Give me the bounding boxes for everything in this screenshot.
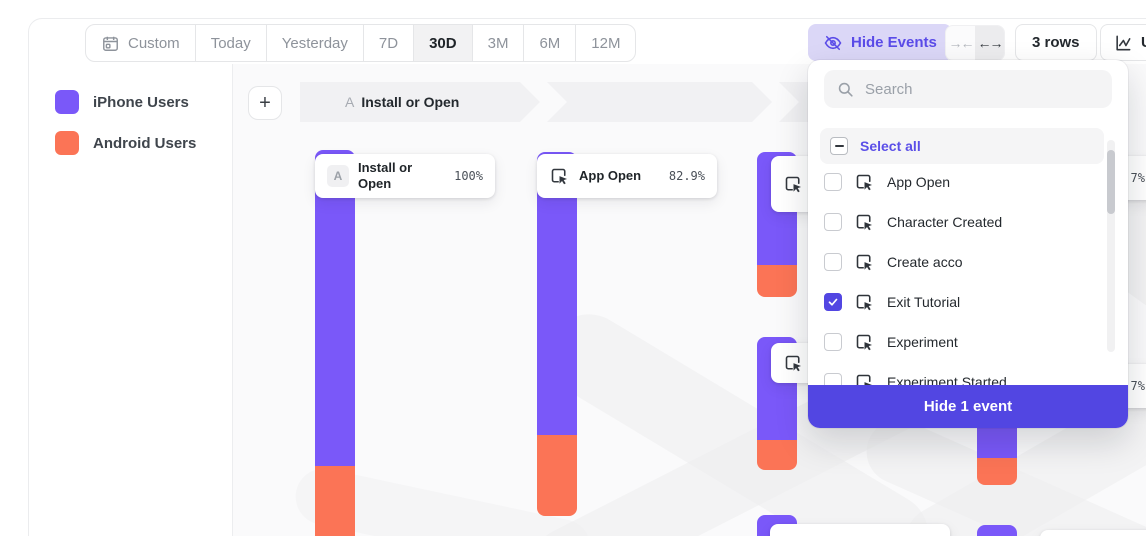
click-event-icon: [551, 168, 568, 184]
collapse-expand-control: →← ←→: [945, 25, 1005, 61]
node-conversion-pct: 100%: [454, 169, 483, 183]
hide-selected-events-button[interactable]: Hide 1 event: [808, 385, 1128, 428]
bar-seg-android: [315, 466, 355, 536]
date-range-30d[interactable]: 30D: [414, 25, 473, 61]
date-range-7d[interactable]: 7D: [364, 25, 415, 61]
breadcrumb-prefix: A: [345, 94, 355, 110]
event-label: Character Created: [887, 214, 1003, 230]
event-checkbox[interactable]: [824, 293, 842, 311]
calendar-icon: [103, 36, 118, 51]
event-search-box: [824, 70, 1112, 108]
bar-seg-iphone: [315, 150, 355, 466]
event-label: Exit Tutorial: [887, 294, 961, 310]
eye-off-icon: [824, 35, 842, 50]
expand-columns-button[interactable]: ←→: [975, 26, 1004, 60]
dropdown-scrollbar-thumb[interactable]: [1107, 150, 1115, 214]
event-label: App Open: [887, 174, 951, 190]
click-event-icon: [856, 294, 873, 310]
event-checkbox[interactable]: [824, 213, 842, 231]
series-legend: iPhone Users Android Users: [55, 90, 196, 155]
iphone-swatch: [55, 90, 79, 114]
funnel-bar-step2[interactable]: [537, 152, 577, 516]
android-swatch: [55, 131, 79, 155]
breadcrumb-label: Install or Open: [361, 94, 460, 110]
event-search-input[interactable]: [865, 80, 1100, 98]
date-range-custom[interactable]: Custom: [86, 25, 196, 61]
arrows-outward-icon: ←→: [977, 35, 1004, 51]
event-checkbox[interactable]: [824, 333, 842, 351]
event-checkbox[interactable]: [824, 173, 842, 191]
event-item-app-open[interactable]: App Open: [808, 162, 1128, 202]
event-label: Create acco: [887, 254, 963, 270]
legend-item-android[interactable]: Android Users: [55, 131, 196, 155]
node-card-app-open[interactable]: App Open 82.9%: [537, 154, 717, 198]
node-card-step4-bottom-partial[interactable]: [1040, 530, 1146, 536]
node-label: Install or Open: [358, 159, 413, 191]
add-step-button[interactable]: +: [248, 86, 282, 120]
hide-selected-events-label: Hide 1 event: [923, 398, 1013, 415]
collapse-columns-button[interactable]: →←: [946, 26, 975, 60]
hide-events-label: Hide Events: [851, 34, 937, 51]
rows-count-button[interactable]: 3 rows: [1015, 24, 1097, 61]
funnel-bar-step1[interactable]: [315, 150, 355, 536]
node-card-install-or-open[interactable]: A Install or Open 100%: [315, 154, 495, 198]
event-checkbox[interactable]: [824, 253, 842, 271]
legend-label: Android Users: [93, 134, 197, 152]
click-event-icon: [785, 176, 802, 192]
date-range-6m[interactable]: 6M: [524, 25, 577, 61]
chart-type-label: U: [1141, 34, 1146, 51]
breadcrumb-step-1[interactable]: A Install or Open: [300, 82, 540, 122]
legend-label: iPhone Users: [93, 93, 189, 111]
event-label: Experiment: [887, 334, 958, 350]
node-conversion-pct: 82.9%: [668, 169, 705, 183]
select-all-row[interactable]: Select all: [820, 128, 1104, 164]
arrows-inward-icon: →←: [948, 35, 975, 51]
click-event-icon: [856, 214, 873, 230]
node-card-bottom-partial[interactable]: [770, 524, 950, 536]
funnel-bar-step4-node3[interactable]: [977, 525, 1017, 536]
click-event-icon: [785, 355, 802, 371]
hide-events-button[interactable]: Hide Events: [808, 24, 952, 61]
event-item-experiment[interactable]: Experiment: [808, 322, 1128, 362]
bar-seg-android: [977, 458, 1017, 485]
bar-seg-android: [757, 265, 797, 297]
date-range-control: Custom Today Yesterday 7D 30D 3M 6M 12M: [85, 24, 637, 62]
date-range-12m[interactable]: 12M: [591, 34, 621, 52]
bar-seg-iphone: [537, 152, 577, 435]
select-all-checkbox[interactable]: [830, 137, 848, 155]
date-range-yesterday[interactable]: Yesterday: [267, 25, 364, 61]
event-item-create-acco[interactable]: Create acco: [808, 242, 1128, 282]
date-range-3m[interactable]: 3M: [473, 25, 525, 61]
event-item-character-created[interactable]: Character Created: [808, 202, 1128, 242]
hide-events-dropdown: Select all App Open Character Created Cr…: [808, 60, 1128, 428]
bar-seg-android: [537, 435, 577, 516]
dropdown-scrollbar-track: [1107, 140, 1115, 352]
click-event-icon: [856, 254, 873, 270]
select-all-label: Select all: [860, 138, 921, 154]
chart-type-button[interactable]: U: [1100, 24, 1146, 61]
bar-seg-android: [757, 440, 797, 470]
date-range-today[interactable]: Today: [196, 25, 267, 61]
legend-item-iphone[interactable]: iPhone Users: [55, 90, 196, 114]
date-range-label: Custom: [128, 34, 180, 52]
line-chart-icon: [1116, 35, 1131, 50]
click-event-icon: [856, 334, 873, 350]
node-label: App Open: [579, 167, 642, 183]
bar-seg-iphone: [977, 525, 1017, 536]
sidebar-divider: [232, 64, 233, 536]
search-icon: [838, 82, 853, 97]
event-item-exit-tutorial[interactable]: Exit Tutorial: [808, 282, 1128, 322]
click-event-icon: [856, 174, 873, 190]
breadcrumb-step-2[interactable]: [547, 82, 772, 122]
event-type-a-badge: A: [327, 165, 349, 187]
